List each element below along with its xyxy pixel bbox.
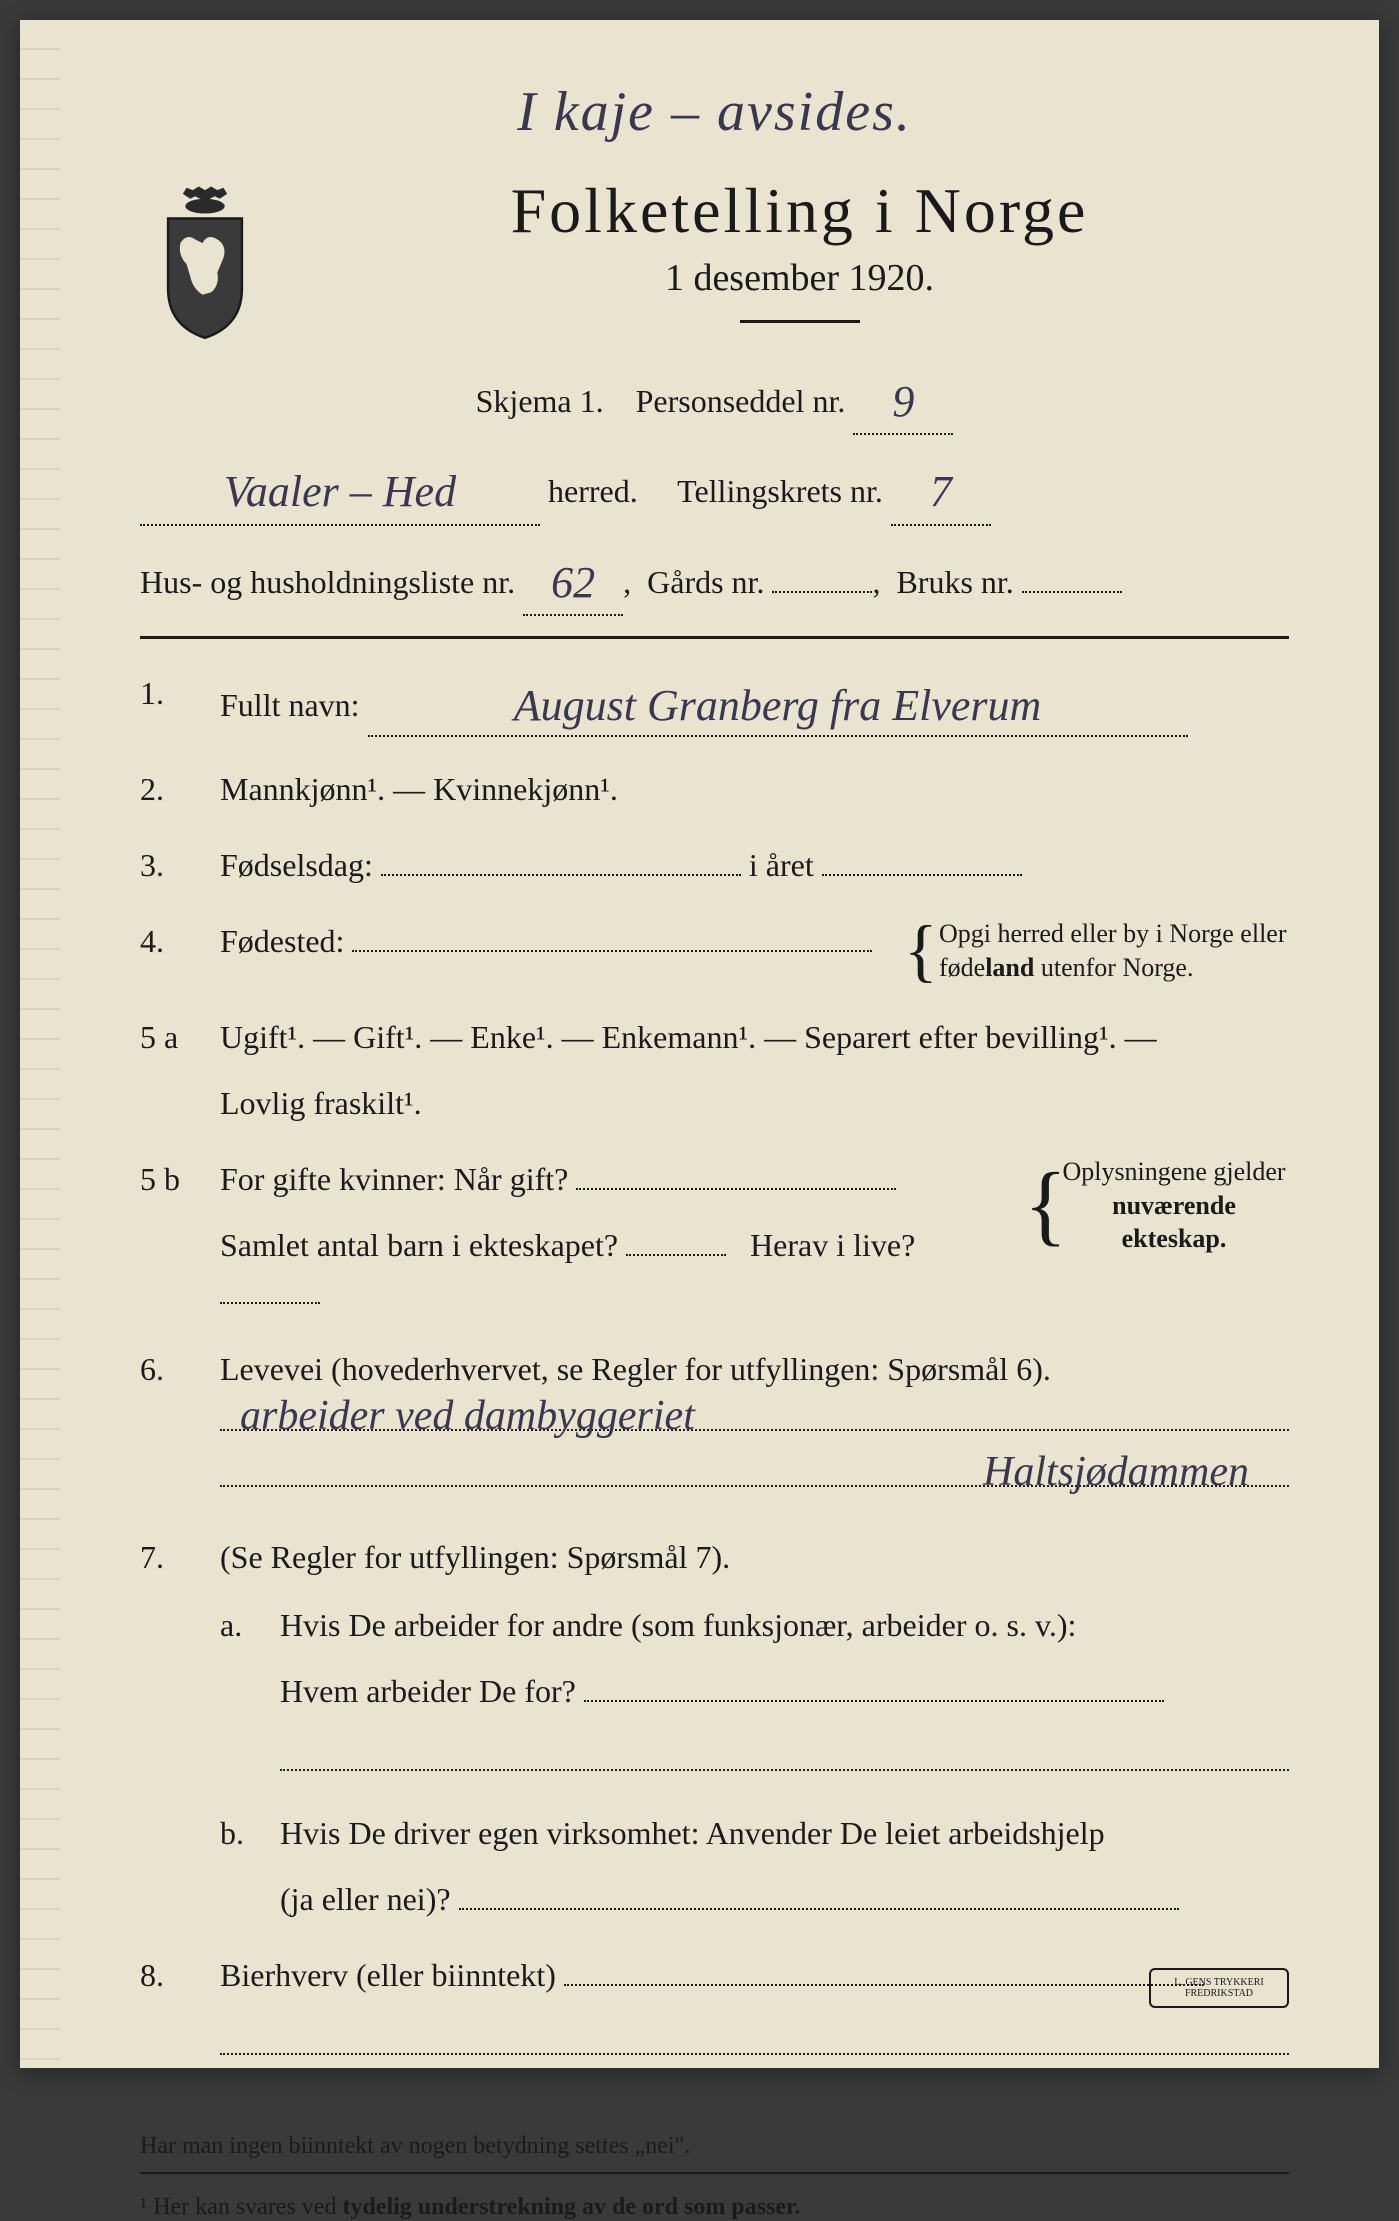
q7-num: 7.	[140, 1533, 200, 1923]
q4-num: 4.	[140, 917, 200, 985]
q5b-num: 5 b	[140, 1155, 200, 1317]
q5a-text: Ugift¹. — Gift¹. — Enke¹. — Enkemann¹. —…	[220, 1013, 1289, 1061]
header-row: Folketelling i Norge 1 desember 1920.	[140, 174, 1289, 353]
q8-line2	[220, 2017, 1289, 2055]
q6-line1: arbeider ved dambyggeriet	[220, 1393, 1289, 1431]
q3-day-field	[381, 874, 741, 876]
q2-text: Mannkjønn¹. — Kvinnekjønn¹.	[220, 765, 1289, 813]
q5b-barn-field	[626, 1254, 726, 1256]
q4-field	[352, 950, 872, 952]
q3-year-field	[822, 874, 1022, 876]
hus-nr-field: 62	[523, 544, 623, 616]
question-4: 4. Fødested: Opgi herred eller by i Norg…	[140, 917, 1289, 985]
question-8: 8. Bierhverv (eller biinntekt)	[140, 1951, 1289, 2073]
q7a-line3	[280, 1733, 1289, 1771]
main-title: Folketelling i Norge	[310, 174, 1289, 248]
top-handwritten-note: I kaje – avsides.	[140, 80, 1289, 144]
herred-label: herred.	[548, 473, 638, 509]
q8-num: 8.	[140, 1951, 200, 2073]
q8-label: Bierhverv (eller biinntekt)	[220, 1957, 556, 1993]
hus-line: Hus- og husholdningsliste nr. 62, Gårds …	[140, 544, 1289, 616]
title-divider	[740, 320, 860, 323]
q7b-field	[459, 1908, 1179, 1910]
q5b-gift-field	[576, 1188, 896, 1190]
personseddel-label: Personseddel nr.	[636, 383, 846, 419]
gaards-label: Gårds nr.	[647, 564, 764, 600]
q7a-line1: Hvis De arbeider for andre (som funksjon…	[280, 1601, 1289, 1649]
title-block: Folketelling i Norge 1 desember 1920.	[310, 174, 1289, 353]
herred-field: Vaaler – Hed	[140, 453, 540, 525]
q7b: b. Hvis De driver egen virksomhet: Anven…	[220, 1809, 1289, 1923]
skjema-label: Skjema 1.	[476, 383, 604, 419]
question-5a: 5 a Ugift¹. — Gift¹. — Enke¹. — Enkemann…	[140, 1013, 1289, 1127]
q7b-letter: b.	[220, 1809, 260, 1923]
q1-name-field: August Granberg fra Elverum	[368, 669, 1188, 737]
q7-label: (Se Regler for utfyllingen: Spørsmål 7).	[220, 1533, 1289, 1581]
footnote-1: Har man ingen biinntekt av nogen betydni…	[140, 2113, 1289, 2160]
q2-num: 2.	[140, 765, 200, 813]
question-3: 3. Fødselsdag: i året	[140, 841, 1289, 889]
question-1: 1. Fullt navn: August Granberg fra Elver…	[140, 669, 1289, 737]
q7b-line2: (ja eller nei)?	[280, 1881, 451, 1917]
q3-num: 3.	[140, 841, 200, 889]
q5b-note: Oplysningene gjelder nuværende ekteskap.	[1029, 1155, 1289, 1256]
q6-line2: Haltsjødammen	[220, 1449, 1289, 1487]
personseddel-nr-field: 9	[853, 363, 953, 435]
q7b-line1: Hvis De driver egen virksomhet: Anvender…	[280, 1809, 1289, 1857]
q7a: a. Hvis De arbeider for andre (som funks…	[220, 1601, 1289, 1789]
q7a-line2: Hvem arbeider De for?	[280, 1673, 576, 1709]
q8-field	[564, 1984, 1204, 1986]
footnote-2: ¹ Her kan svares ved tydelig understrekn…	[140, 2194, 1289, 2221]
q3-mid: i året	[749, 847, 814, 883]
printer-stamp: L. GENS TRYKKERI FREDRIKSTAD	[1149, 1968, 1289, 2008]
hus-label: Hus- og husholdningsliste nr.	[140, 564, 515, 600]
question-5b: 5 b For gifte kvinner: Når gift? Samlet …	[140, 1155, 1289, 1317]
q5b-live-field	[220, 1302, 320, 1304]
q5a-num: 5 a	[140, 1013, 200, 1127]
question-2: 2. Mannkjønn¹. — Kvinnekjønn¹.	[140, 765, 1289, 813]
gaards-nr-field	[772, 591, 872, 593]
header-divider	[140, 636, 1289, 639]
skjema-line: Skjema 1. Personseddel nr. 9	[140, 363, 1289, 435]
footnote-divider	[140, 2172, 1289, 2174]
q3-label: Fødselsdag:	[220, 847, 373, 883]
q7a-letter: a.	[220, 1601, 260, 1789]
q1-label: Fullt navn:	[220, 687, 360, 723]
coat-of-arms-icon	[140, 184, 270, 344]
q1-num: 1.	[140, 669, 200, 737]
herred-line: Vaaler – Hed herred. Tellingskrets nr. 7	[140, 453, 1289, 525]
q5b-line1: For gifte kvinner: Når gift?	[220, 1161, 568, 1197]
q5b-line2b: Herav i live?	[750, 1227, 915, 1263]
q7a-field	[584, 1700, 1164, 1702]
question-7: 7. (Se Regler for utfyllingen: Spørsmål …	[140, 1533, 1289, 1923]
bruks-label: Bruks nr.	[896, 564, 1013, 600]
bruks-nr-field	[1022, 591, 1122, 593]
tellingskrets-field: 7	[891, 453, 991, 525]
q6-num: 6.	[140, 1345, 200, 1505]
q4-note: Opgi herred eller by i Norge eller fødel…	[909, 917, 1289, 985]
perforation-edge	[20, 20, 60, 2068]
q5a-cont: Lovlig fraskilt¹.	[220, 1079, 1289, 1127]
question-6: 6. Levevei (hovederhvervet, se Regler fo…	[140, 1345, 1289, 1505]
q4-label: Fødested:	[220, 923, 344, 959]
q5b-line2a: Samlet antal barn i ekteskapet?	[220, 1227, 618, 1263]
tellingskrets-label: Tellingskrets nr.	[677, 473, 883, 509]
census-form-page: I kaje – avsides. Folketelling i Norge 1…	[20, 20, 1379, 2068]
subtitle-date: 1 desember 1920.	[310, 256, 1289, 300]
